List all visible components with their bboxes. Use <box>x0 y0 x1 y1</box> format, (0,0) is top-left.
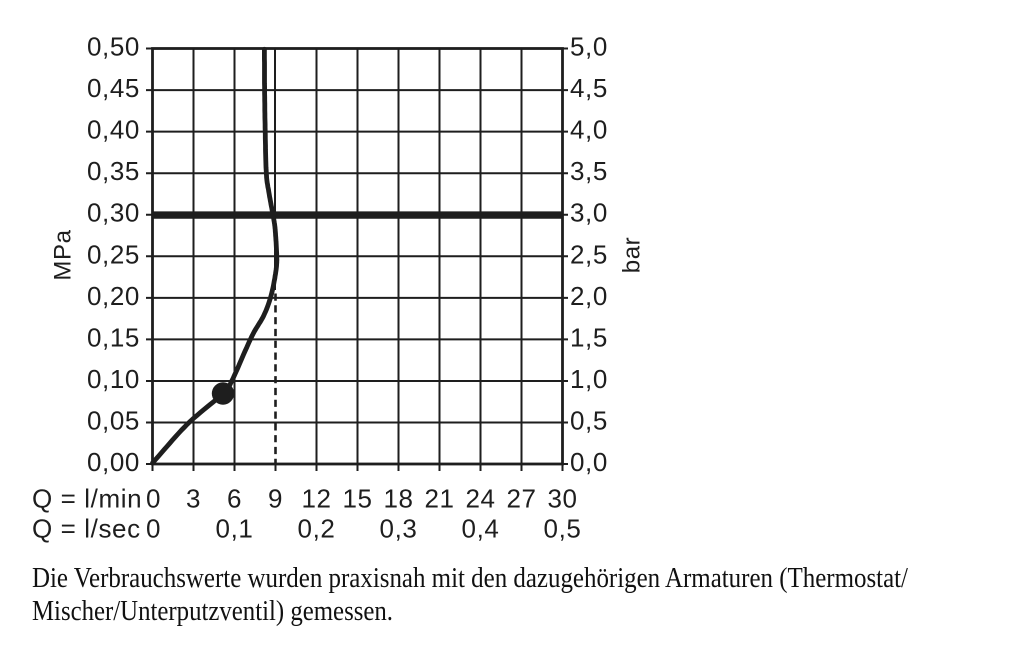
svg-text:0,35: 0,35 <box>87 156 140 186</box>
svg-text:0,15: 0,15 <box>87 322 140 352</box>
svg-text:Q = l/min: Q = l/min <box>32 484 142 514</box>
svg-text:24: 24 <box>465 484 495 514</box>
svg-text:2,0: 2,0 <box>570 281 608 311</box>
svg-text:27: 27 <box>506 484 536 514</box>
svg-text:0,5: 0,5 <box>544 514 582 544</box>
svg-text:MPa: MPa <box>50 229 77 280</box>
svg-text:0,50: 0,50 <box>87 32 140 62</box>
svg-text:0,20: 0,20 <box>87 281 140 311</box>
svg-text:0,45: 0,45 <box>87 73 140 103</box>
svg-text:0,25: 0,25 <box>87 239 140 269</box>
svg-text:3,5: 3,5 <box>570 156 608 186</box>
svg-text:0: 0 <box>146 484 161 514</box>
svg-text:18: 18 <box>383 484 413 514</box>
svg-text:12: 12 <box>301 484 331 514</box>
svg-text:0,0: 0,0 <box>570 447 608 477</box>
svg-text:4,0: 4,0 <box>570 115 608 145</box>
svg-text:1,0: 1,0 <box>570 364 608 394</box>
svg-text:0,00: 0,00 <box>87 447 140 477</box>
svg-text:6: 6 <box>227 484 242 514</box>
svg-text:0,2: 0,2 <box>298 514 336 544</box>
svg-text:0,1: 0,1 <box>216 514 254 544</box>
svg-text:3: 3 <box>186 484 201 514</box>
svg-text:Die Verbrauchswerte wurden pra: Die Verbrauchswerte wurden praxisnah mit… <box>32 563 908 594</box>
svg-text:9: 9 <box>268 484 283 514</box>
svg-text:0,30: 0,30 <box>87 198 140 228</box>
svg-text:1,5: 1,5 <box>570 322 608 352</box>
svg-text:0,5: 0,5 <box>570 406 608 436</box>
svg-text:0,05: 0,05 <box>87 406 140 436</box>
svg-text:2,5: 2,5 <box>570 239 608 269</box>
svg-text:bar: bar <box>619 237 646 274</box>
svg-text:21: 21 <box>424 484 454 514</box>
svg-text:3,0: 3,0 <box>570 198 608 228</box>
svg-text:5,0: 5,0 <box>570 32 608 62</box>
svg-text:0,40: 0,40 <box>87 115 140 145</box>
svg-text:Mischer/Unterputzventil) gemes: Mischer/Unterputzventil) gemessen. <box>32 596 393 627</box>
svg-text:0,4: 0,4 <box>462 514 500 544</box>
svg-text:0,10: 0,10 <box>87 364 140 394</box>
svg-text:30: 30 <box>547 484 577 514</box>
svg-text:15: 15 <box>342 484 372 514</box>
svg-text:0,3: 0,3 <box>380 514 418 544</box>
svg-text:0: 0 <box>146 514 161 544</box>
svg-text:Q = l/sec: Q = l/sec <box>32 514 141 544</box>
svg-text:4,5: 4,5 <box>570 73 608 103</box>
